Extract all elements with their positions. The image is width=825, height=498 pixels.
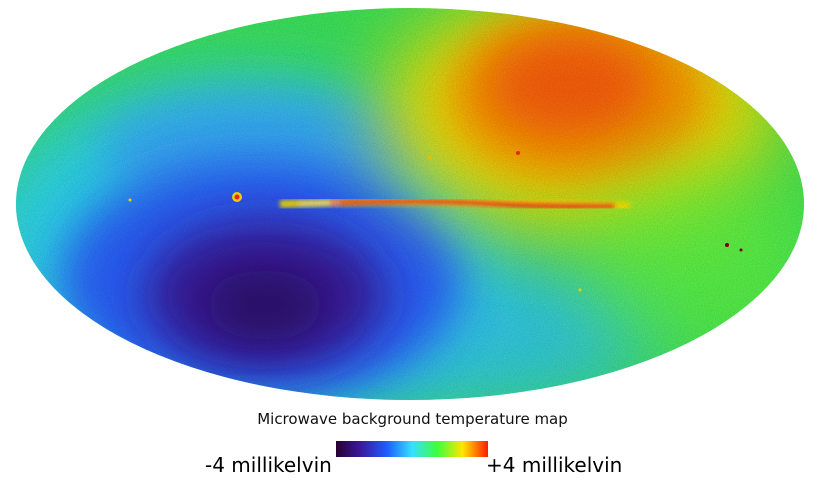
- scale-max-label: +4 millikelvin: [486, 453, 623, 477]
- scale-min-label: -4 millikelvin: [205, 453, 332, 477]
- map-caption: Microwave background temperature map: [257, 410, 568, 428]
- sky-map-image: [16, 8, 804, 400]
- temperature-colorbar: [336, 441, 488, 457]
